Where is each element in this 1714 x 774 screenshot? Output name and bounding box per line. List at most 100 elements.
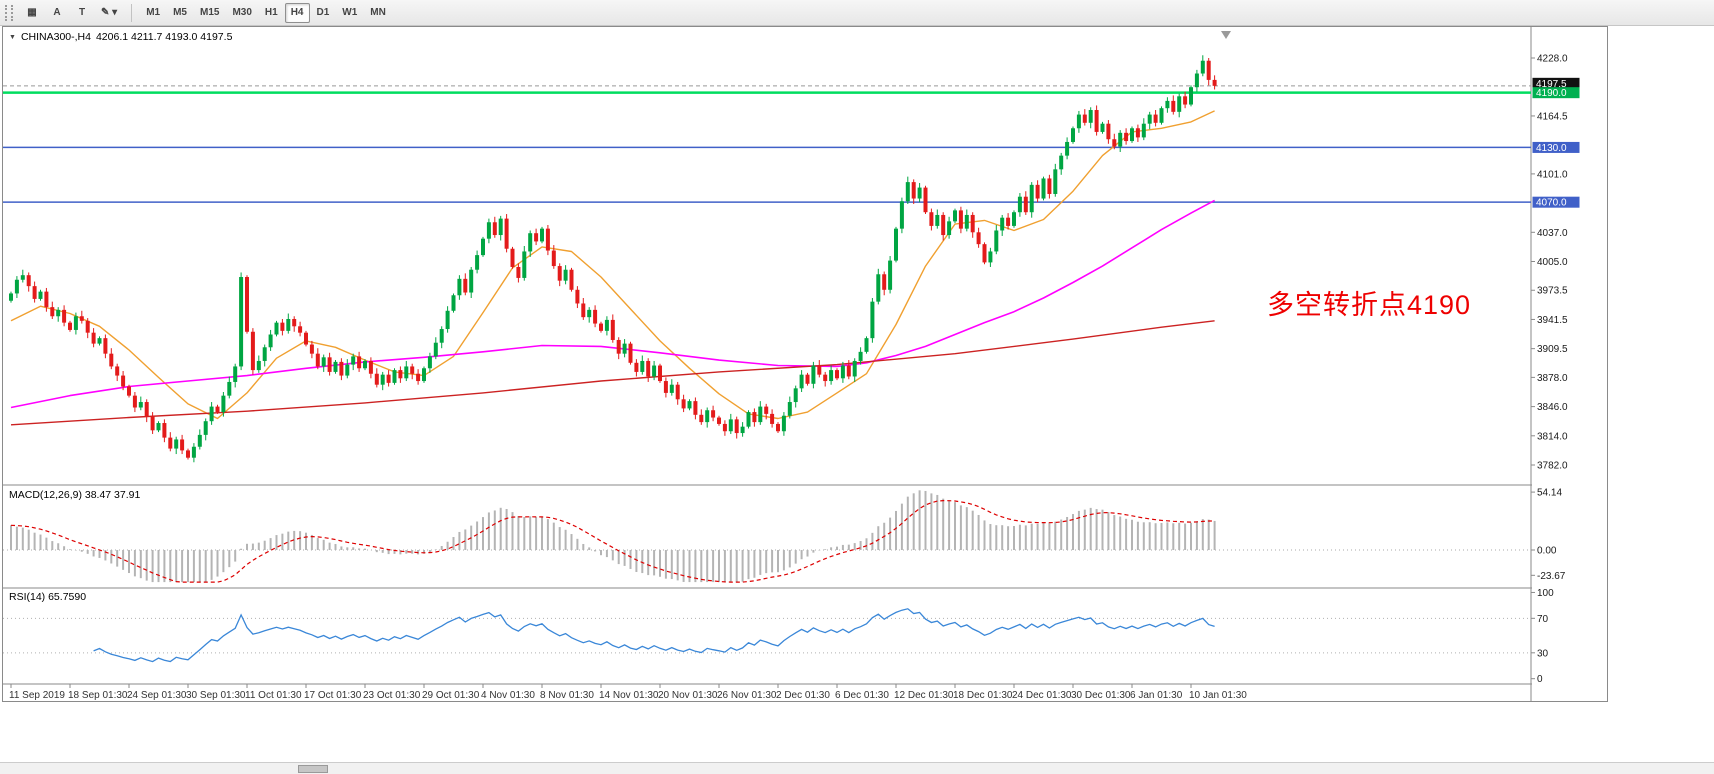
ma-fast-line — [10, 110, 1215, 420]
timeframe-mn-button[interactable]: MN — [370, 7, 386, 18]
candle-body — [1006, 217, 1011, 226]
ma-mid-line — [10, 199, 1215, 409]
timeframe-m15-button[interactable]: M15 — [200, 7, 220, 18]
chart-canvas[interactable]: 4228.0 4164.5 4101.0 4037.0 4005.0 3973.5 3941… — [3, 27, 1607, 701]
candle-body — [292, 318, 297, 327]
candle-body — [469, 269, 474, 293]
candle-body — [557, 266, 562, 281]
candle-body — [398, 370, 403, 379]
candle-body — [221, 395, 226, 413]
price-axis-label: 4101.0 — [1537, 169, 1568, 180]
timeframe-m30-button[interactable]: M30 — [232, 7, 252, 18]
candle-body — [787, 402, 792, 416]
candle-body — [274, 322, 279, 335]
candle-body — [958, 210, 963, 229]
candle-body — [799, 374, 804, 389]
candle-body — [675, 384, 680, 400]
candle-body — [923, 187, 928, 213]
text-a-tool[interactable]: A — [53, 7, 61, 18]
candle-body — [870, 301, 875, 339]
candle-body — [1082, 114, 1087, 123]
candle-body — [138, 402, 143, 408]
candle-body — [162, 423, 167, 438]
price-tag-4190[interactable]: 4190.0 — [1532, 87, 1580, 99]
candle-body — [433, 342, 438, 357]
candle-body — [1171, 100, 1176, 112]
time-axis-label: 8 Nov 01:30 — [540, 690, 594, 701]
candle-body — [180, 439, 185, 451]
candle-body — [658, 365, 662, 382]
candle-body — [705, 410, 710, 423]
candle-body — [545, 228, 550, 251]
candle-body — [935, 214, 940, 226]
candle-body — [498, 218, 503, 236]
timeframe-w1-button[interactable]: W1 — [342, 7, 358, 18]
candle-body — [1135, 128, 1140, 138]
price-tag-4070[interactable]: 4070.0 — [1532, 196, 1580, 209]
candle-body — [953, 210, 957, 222]
price-axis-label: 4164.5 — [1537, 111, 1568, 122]
candle-body — [622, 343, 627, 354]
candle-body — [62, 309, 67, 323]
price-axis-label: 3782.0 — [1537, 461, 1568, 472]
price-axis[interactable] — [1532, 27, 1607, 701]
candle-body — [174, 439, 179, 449]
timeframe-h4-button[interactable]: H4 — [284, 2, 310, 23]
chart-legend: ▼ CHINA300-,H4 4206.1 4211.7 4193.0 4197… — [9, 31, 232, 43]
rsi-label: RSI(14) 65.7590 — [9, 591, 86, 603]
time-axis-label: 26 Nov 01:30 — [717, 690, 777, 701]
timeframe-d1-button[interactable]: D1 — [316, 7, 330, 18]
candle-body — [569, 269, 574, 290]
candle-body — [970, 214, 975, 233]
candle-body — [593, 309, 598, 324]
candle-body — [876, 274, 881, 302]
candle-body — [286, 318, 291, 331]
time-axis-label: 6 Dec 01:30 — [835, 690, 889, 701]
candle-body — [1047, 178, 1052, 194]
candle-body — [540, 228, 544, 242]
candle-body — [734, 419, 739, 434]
candle-body — [91, 332, 96, 344]
candle-body — [575, 289, 580, 304]
candle-body — [835, 370, 839, 379]
candle-body — [20, 275, 25, 280]
candle-body — [315, 353, 320, 367]
candle-body — [26, 275, 31, 287]
rsi-label-text: RSI(14) 65.7590 — [9, 591, 87, 603]
text-t-tool[interactable]: T — [78, 7, 86, 18]
price-tag-4130[interactable]: 4130.0 — [1532, 141, 1580, 154]
symbols-tool[interactable]: ▦ — [27, 7, 37, 18]
candle-body — [345, 364, 350, 376]
candle-body — [728, 419, 733, 432]
legend-collapse-icon[interactable]: ▼ — [9, 33, 16, 41]
toolbar-grip[interactable] — [5, 4, 13, 21]
candle-body — [233, 366, 238, 382]
candle-body — [1200, 60, 1205, 74]
candle-body — [132, 395, 137, 408]
price-axis-labels: 4228.0 4164.5 4101.0 4037.0 4005.0 3973.5 3941… — [1531, 54, 1568, 472]
candle-body — [85, 320, 90, 333]
annotation-text[interactable]: 多空转折点4190 — [1267, 290, 1472, 320]
candle-body — [374, 373, 379, 385]
candle-body — [1053, 169, 1058, 194]
chart-shift-marker-icon[interactable] — [1221, 31, 1231, 39]
candle-body — [805, 374, 810, 384]
price-tag-bid[interactable]: 4197.5 — [1532, 77, 1580, 90]
candle-body — [1059, 155, 1064, 170]
draw-tool[interactable]: ✎ ▾ — [101, 7, 118, 18]
candle-body — [416, 373, 421, 382]
timeframe-m5-button[interactable]: M5 — [173, 7, 187, 18]
timeframe-m1-button[interactable]: M1 — [146, 7, 161, 18]
candle-body — [551, 250, 556, 267]
candle-body — [988, 251, 993, 263]
time-axis-label: 29 Oct 01:30 — [422, 690, 480, 701]
candle-body — [1147, 114, 1152, 124]
horizontal-scrollbar[interactable] — [0, 762, 1714, 774]
candle-body — [982, 244, 987, 263]
candle-body — [203, 421, 208, 435]
candle-body — [840, 365, 845, 379]
scrollbar-thumb[interactable] — [298, 765, 328, 773]
candle-body — [646, 360, 651, 377]
timeframe-h1-button[interactable]: H1 — [264, 7, 278, 18]
price-axis-label: 3909.5 — [1537, 344, 1568, 355]
